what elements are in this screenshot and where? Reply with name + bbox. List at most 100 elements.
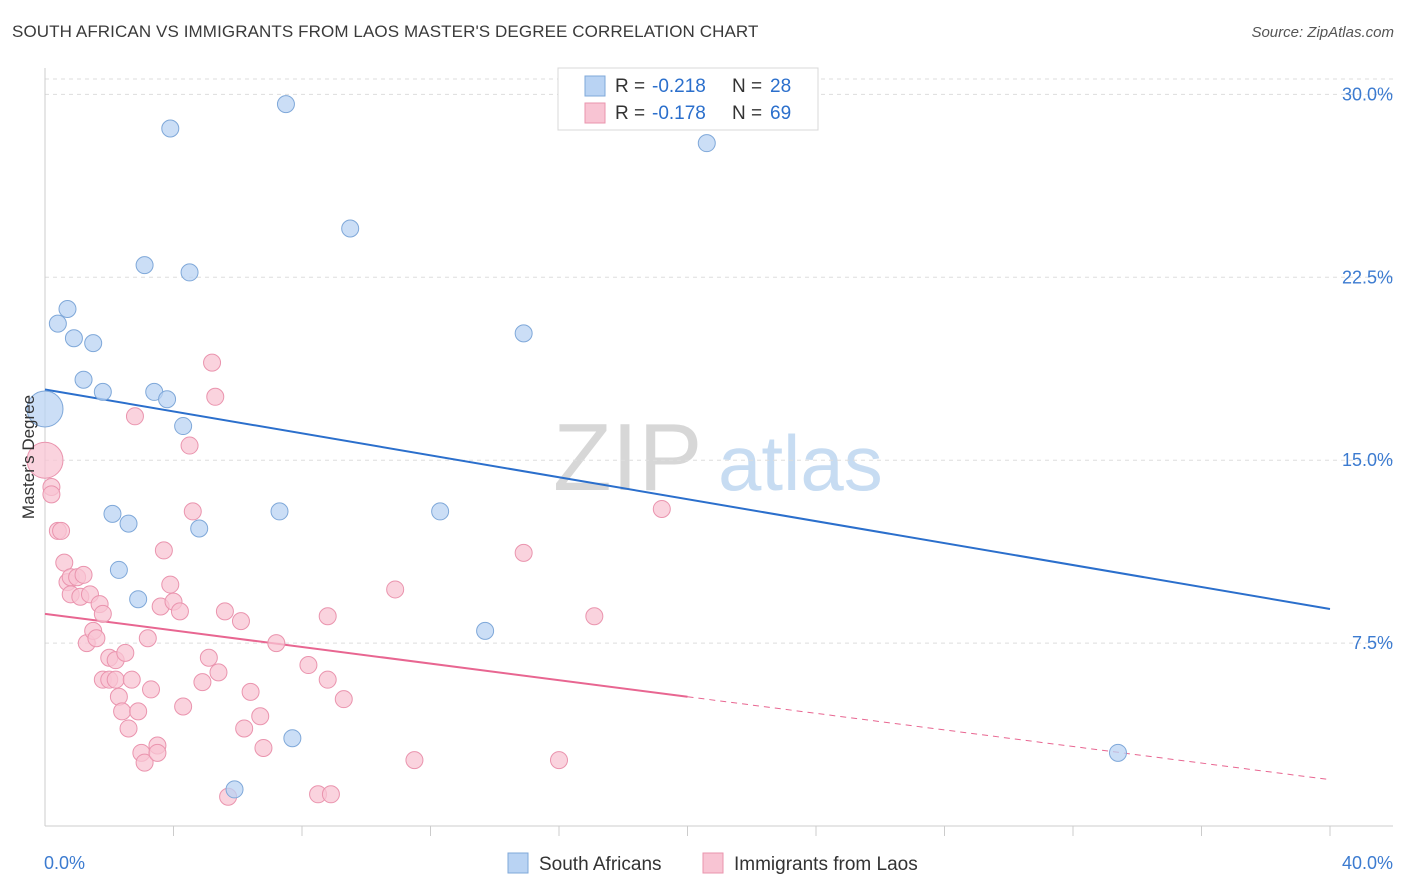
laos-point	[215, 602, 234, 621]
legend-r-label-1: R =	[615, 76, 645, 97]
laos-point	[321, 785, 340, 804]
tick-labels: 7.5% 15.0% 22.5% 30.0% 0.0% 40.0%	[44, 84, 1393, 873]
laos-point	[550, 751, 568, 770]
south-africans-point	[93, 382, 112, 401]
south-africans-point	[74, 370, 93, 389]
south-africans-point	[514, 324, 533, 343]
laos-point	[170, 602, 189, 621]
laos-trend-extension	[687, 696, 1331, 781]
laos-point	[87, 629, 106, 648]
south-africans-point	[109, 560, 128, 579]
south-africans-point	[174, 417, 193, 436]
laos-point	[231, 612, 250, 631]
series-legend-swatch-laos	[702, 852, 724, 874]
laos-point	[206, 387, 225, 406]
laos-point	[235, 719, 254, 738]
south-africans-point	[190, 519, 209, 538]
chart-title: SOUTH AFRICAN VS IMMIGRANTS FROM LAOS MA…	[12, 22, 759, 41]
south-africans-point	[135, 256, 154, 275]
legend-n-label-1: N =	[732, 76, 762, 97]
laos-trend-line	[44, 612, 688, 698]
south-africans-point	[697, 134, 716, 153]
x-tick-label-max: 40.0%	[1342, 853, 1393, 873]
south-africans-point	[161, 119, 180, 138]
legend-r-label-2: R =	[615, 103, 645, 124]
laos-point	[241, 682, 260, 701]
legend-n-value-2: 69	[770, 103, 791, 124]
south-africans-point	[431, 502, 450, 521]
laos-point	[180, 436, 199, 455]
y-tick-label: 7.5%	[1352, 633, 1393, 653]
laos-point	[585, 607, 604, 626]
laos-point	[183, 502, 202, 521]
laos-point	[135, 753, 154, 772]
laos-point	[74, 565, 93, 584]
series-legend-label-south-africans: South Africans	[539, 854, 662, 875]
laos-point	[129, 702, 148, 721]
south-africans-point	[283, 729, 302, 748]
laos-point	[52, 521, 71, 540]
laos-point	[203, 353, 222, 372]
south-africans-point	[58, 299, 77, 318]
laos-point	[26, 441, 64, 479]
south-africans-point	[476, 621, 495, 640]
laos-point	[154, 541, 173, 560]
stats-legend: R = -0.218 N = 28 R = -0.178 N = 69	[557, 67, 819, 131]
laos-point	[251, 707, 270, 726]
legend-n-label-2: N =	[732, 103, 762, 124]
laos-point	[254, 738, 273, 757]
data-points	[26, 95, 1127, 806]
laos-point	[138, 629, 157, 648]
laos-point	[318, 607, 337, 626]
laos-point	[116, 643, 135, 662]
laos-point	[161, 575, 180, 594]
laos-point	[106, 670, 125, 689]
legend-r-value-2: -0.178	[652, 103, 706, 124]
legend-r-value-1: -0.218	[652, 76, 706, 97]
laos-point	[267, 634, 286, 653]
south-africans-point	[276, 95, 295, 114]
south-africans-point	[119, 514, 138, 533]
laos-point	[193, 673, 212, 692]
y-tick-label: 22.5%	[1342, 267, 1393, 287]
laos-point	[199, 648, 218, 667]
south-africans-point	[180, 263, 199, 282]
series-legend: South Africans Immigrants from Laos	[507, 852, 918, 875]
south-africans-point	[341, 219, 360, 238]
laos-point	[514, 543, 533, 562]
laos-point	[318, 670, 337, 689]
south-africans-point	[225, 780, 244, 799]
legend-swatch-south-africans	[584, 75, 606, 97]
laos-point	[93, 604, 112, 623]
laos-point	[142, 680, 161, 699]
y-axis-label: Master's Degree	[19, 395, 38, 519]
south-africans-point	[1108, 743, 1127, 762]
y-tick-label: 30.0%	[1342, 84, 1393, 104]
laos-point	[386, 580, 405, 599]
grid-lines	[45, 78, 1393, 644]
laos-point	[125, 407, 144, 426]
laos-point	[122, 670, 141, 689]
laos-point	[209, 663, 228, 682]
watermark-atlas: atlas	[718, 419, 883, 507]
laos-point	[119, 719, 138, 738]
laos-point	[148, 743, 167, 762]
series-legend-label-laos: Immigrants from Laos	[734, 854, 918, 875]
laos-point	[42, 485, 61, 504]
south-africans-point	[129, 590, 148, 609]
x-tick-label-min: 0.0%	[44, 853, 85, 873]
south-africans-point	[48, 314, 67, 333]
south-africans-point	[103, 504, 122, 523]
south-africans-point	[158, 390, 177, 409]
laos-point	[334, 690, 353, 709]
laos-point	[113, 702, 132, 721]
laos-point	[652, 499, 671, 518]
laos-point	[299, 656, 318, 675]
trend-lines	[44, 388, 1331, 781]
laos-point	[405, 751, 424, 770]
legend-swatch-laos	[584, 102, 606, 124]
source-label: Source: ZipAtlas.com	[1251, 24, 1394, 41]
south-africans-point	[84, 334, 103, 353]
south-africans-point	[26, 390, 64, 428]
